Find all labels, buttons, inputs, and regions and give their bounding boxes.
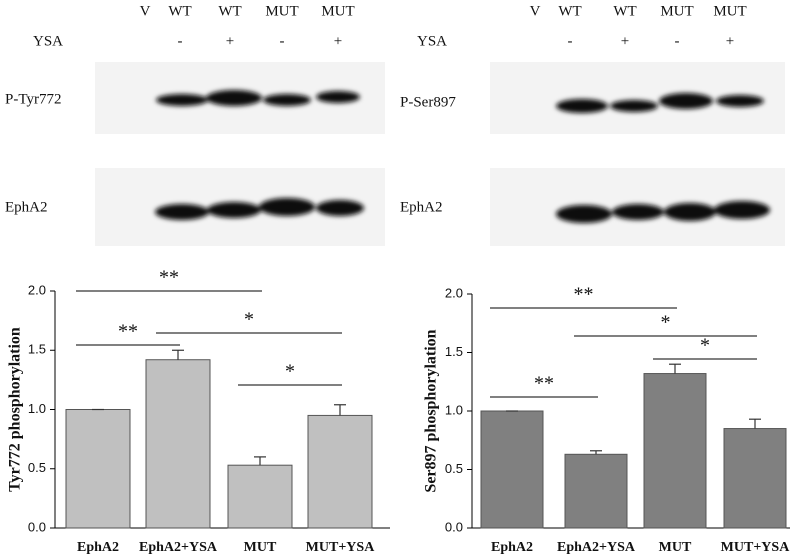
lane-label: MUT [321,3,354,19]
bar [307,414,373,529]
y-tick-label: 0.0 [28,519,46,534]
x-tick-label: EphA2 [77,540,119,555]
x-tick-label: MUT+YSA [721,540,791,555]
treatment-sign: - [280,33,285,49]
y-tick-label: 1.5 [445,344,463,359]
bar [643,373,707,529]
y-tick-label: 1.0 [445,402,463,417]
treatment-sign: + [226,33,234,49]
lane-label: MUT [713,3,746,19]
significance-label: ** [159,267,179,289]
y-tick-label: 0.0 [445,519,463,534]
treatment-sign: - [675,33,680,49]
y-axis-label: Ser897 phosphorylation [423,329,440,492]
x-tick-label: MUT+YSA [306,540,376,555]
y-tick-label: 1.0 [28,401,46,416]
bar [227,464,293,529]
bar [65,409,131,529]
significance-label: ** [534,373,554,395]
treatment-sign: + [334,33,342,49]
bar [480,410,544,529]
error-bar [669,363,681,374]
treatment-label: YSA [417,33,447,49]
treatment-sign: - [178,33,183,49]
lane-label: WT [218,3,241,19]
lane-label: MUT [660,3,693,19]
lane-label: WT [168,3,191,19]
significance-label: ** [118,321,138,343]
x-tick-label: EphA2+YSA [139,540,218,555]
lane-label: V [530,3,541,19]
treatment-label: YSA [33,33,63,49]
error-bar [334,404,346,416]
x-tick-label: EphA2 [491,540,533,555]
error-bar [749,418,761,429]
bar [145,359,211,529]
blot-row-label: EphA2 [5,199,48,215]
significance-label: * [244,309,254,331]
y-tick-label: 0.5 [28,460,46,475]
treatment-sign: - [568,33,573,49]
treatment-sign: + [726,33,734,49]
x-tick-label: MUT [659,540,692,555]
blot-row-label: P-Tyr772 [5,91,61,107]
significance-label: * [700,335,710,357]
significance-label: ** [574,284,594,306]
y-tick-label: 2.0 [28,282,46,297]
error-bar [590,450,602,455]
lane-label: WT [558,3,581,19]
error-bar [172,349,184,360]
lane-label: V [140,3,151,19]
y-tick-label: 0.5 [445,461,463,476]
lane-label: MUT [265,3,298,19]
bar [564,453,628,529]
blot-row-label: P-Ser897 [400,94,456,110]
y-tick-label: 2.0 [445,285,463,300]
blot-row-label: EphA2 [400,199,443,215]
y-tick-label: 1.5 [28,342,46,357]
x-tick-label: MUT [244,540,277,555]
lane-label: WT [613,3,636,19]
treatment-sign: + [621,33,629,49]
x-tick-label: EphA2+YSA [557,540,636,555]
significance-label: * [285,361,295,383]
error-bar [254,456,266,466]
significance-label: * [661,312,671,334]
bar [723,428,787,529]
y-axis-label: Tyr772 phosphorylation [7,327,24,492]
blot-images [95,62,785,246]
